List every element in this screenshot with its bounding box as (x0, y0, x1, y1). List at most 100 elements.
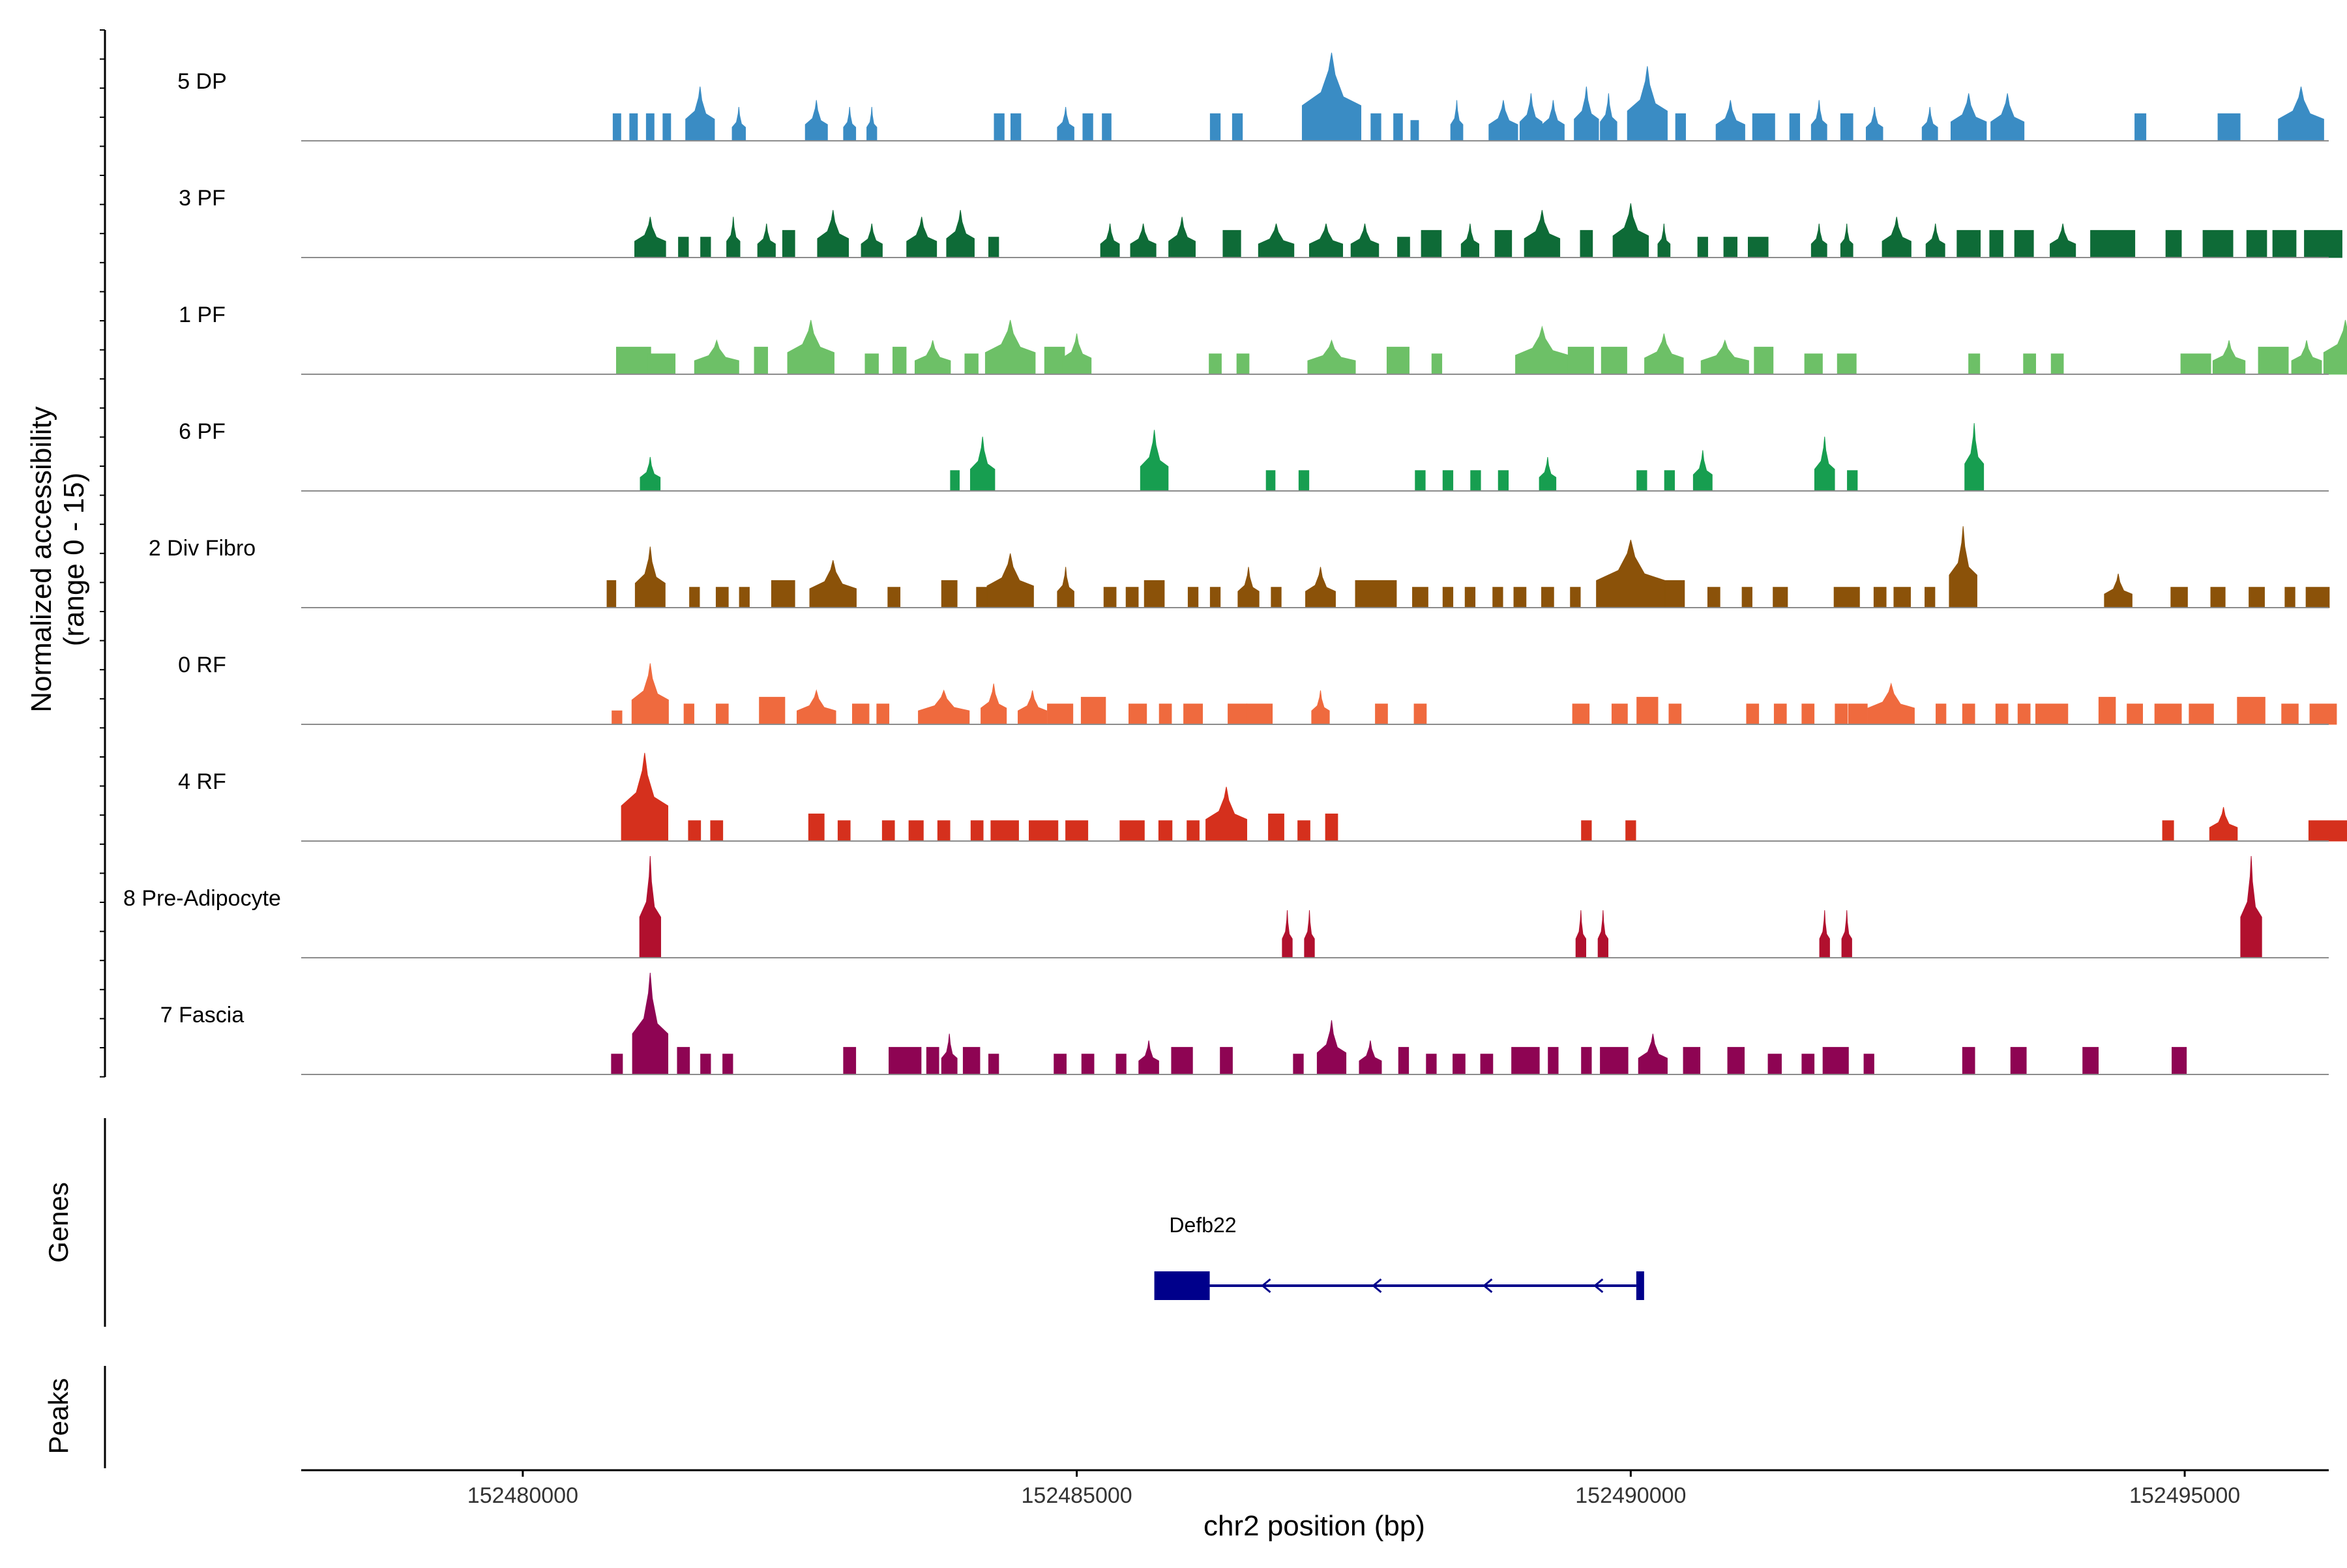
coverage-peak (2154, 703, 2182, 725)
coverage-peak (926, 1046, 939, 1075)
coverage-peak (731, 106, 746, 141)
gene-exon (1154, 1271, 1210, 1300)
coverage-peak (915, 340, 951, 375)
coverage-peak (986, 553, 1034, 608)
coverage-peak (1237, 567, 1260, 608)
coverage-peak (937, 820, 951, 842)
coverage-peak (662, 113, 672, 141)
coverage-peak (1325, 813, 1338, 842)
coverage-peak (1232, 113, 1243, 141)
coverage-peak (1575, 910, 1587, 958)
coverage-peak (1962, 703, 1975, 725)
coverage-peak (1833, 587, 1860, 608)
coverage-peak (1080, 696, 1106, 725)
coverage-peak (1209, 353, 1222, 375)
coverage-peak (876, 703, 890, 725)
track-label: 5 DP (177, 69, 227, 94)
coverage-peak (2272, 229, 2297, 258)
coverage-peak (1282, 910, 1293, 958)
coverage-peak (1865, 106, 1883, 141)
coverage-peak (1683, 1046, 1701, 1075)
track-6: 4 RF (178, 752, 2347, 842)
gene-name-label: Defb22 (1169, 1213, 1236, 1237)
coverage-peak (893, 346, 907, 375)
coverage-peak (1657, 223, 1671, 258)
coverage-peak (1990, 93, 2025, 141)
coverage-peak (1847, 470, 1858, 492)
coverage-peak (1837, 353, 1857, 375)
coverage-peak (1029, 820, 1059, 842)
coverage-peak (1130, 223, 1157, 258)
coverage-peak (918, 689, 970, 725)
coverage-peak (1480, 1054, 1494, 1075)
coverage-peak (861, 223, 883, 258)
coverage-peak (1747, 237, 1769, 258)
coverage-peak (1835, 703, 1848, 725)
y-axis-range-label: (range 0 - 15) (58, 473, 90, 647)
coverage-peak (2023, 353, 2036, 375)
coverage-peak (1840, 113, 1853, 141)
coverage-peak (1081, 1054, 1095, 1075)
coverage-peak (689, 587, 700, 608)
coverage-peak (906, 216, 937, 258)
coverage-peak (1209, 113, 1221, 141)
coverage-peak (1949, 526, 1977, 608)
coverage-peak (1159, 703, 1172, 725)
coverage-peak (1804, 353, 1823, 375)
coverage-peak (1723, 237, 1737, 258)
coverage-peak (611, 1054, 623, 1075)
coverage-peak (1359, 1040, 1382, 1075)
gene-strand-arrow (1372, 1278, 1382, 1294)
coverage-peak (804, 100, 828, 141)
coverage-peak (2127, 703, 2143, 725)
coverage-peak (1355, 580, 1397, 608)
coverage-peak (1386, 346, 1410, 375)
track-1: 3 PF (179, 186, 2342, 258)
coverage-peak (2284, 587, 2295, 608)
coverage-peak (2212, 340, 2246, 375)
coverage-peak (757, 223, 776, 258)
coverage-peak (1727, 1046, 1745, 1075)
coverage-peak (1511, 1046, 1540, 1075)
coverage-peak (722, 1054, 733, 1075)
track-label: 7 Fascia (160, 1003, 244, 1028)
coverage-peak (1541, 100, 1565, 141)
coverage-peak (715, 703, 729, 725)
coverage-peak (1541, 587, 1554, 608)
coverage-peak (1597, 910, 1609, 958)
coverage-peak (1140, 430, 1169, 492)
coverage-peak (710, 820, 724, 842)
coverage-peak (1158, 820, 1173, 842)
coverage-peak (964, 353, 979, 375)
coverage-peak (677, 1046, 690, 1075)
coverage-peak (1848, 703, 1868, 725)
coverage-peak (2162, 820, 2174, 842)
coverage-peak (1741, 587, 1752, 608)
coverage-peak (615, 346, 651, 375)
coverage-peak (739, 587, 750, 608)
coverage-peak (1271, 587, 1282, 608)
coverage-peak (2209, 806, 2238, 842)
coverage-peak (2291, 340, 2322, 375)
coverage-peak (1600, 93, 1617, 141)
coverage-peak (1304, 910, 1315, 958)
coverage-peak (2246, 229, 2267, 258)
coverage-peak (1410, 120, 1419, 141)
coverage-peak (2170, 587, 2188, 608)
coverage-peak (797, 689, 836, 725)
coverage-peak (1574, 86, 1599, 141)
coverage-peak (970, 820, 984, 842)
coverage-peak (1375, 703, 1388, 725)
coverage-peak (1128, 703, 1147, 725)
coverage-peak (1627, 66, 1668, 141)
coverage-peak (1636, 470, 1647, 492)
coverage-peak (1431, 353, 1443, 375)
coverage-peak (2050, 223, 2076, 258)
x-tick-label: 152495000 (2129, 1483, 2240, 1508)
gene-track (1154, 1271, 1644, 1300)
coverage-peak (2090, 229, 2136, 258)
coverage-peak (1305, 567, 1336, 608)
coverage-peak (969, 436, 996, 492)
coverage-peak (2308, 820, 2347, 842)
coverage-peak (1548, 1046, 1559, 1075)
